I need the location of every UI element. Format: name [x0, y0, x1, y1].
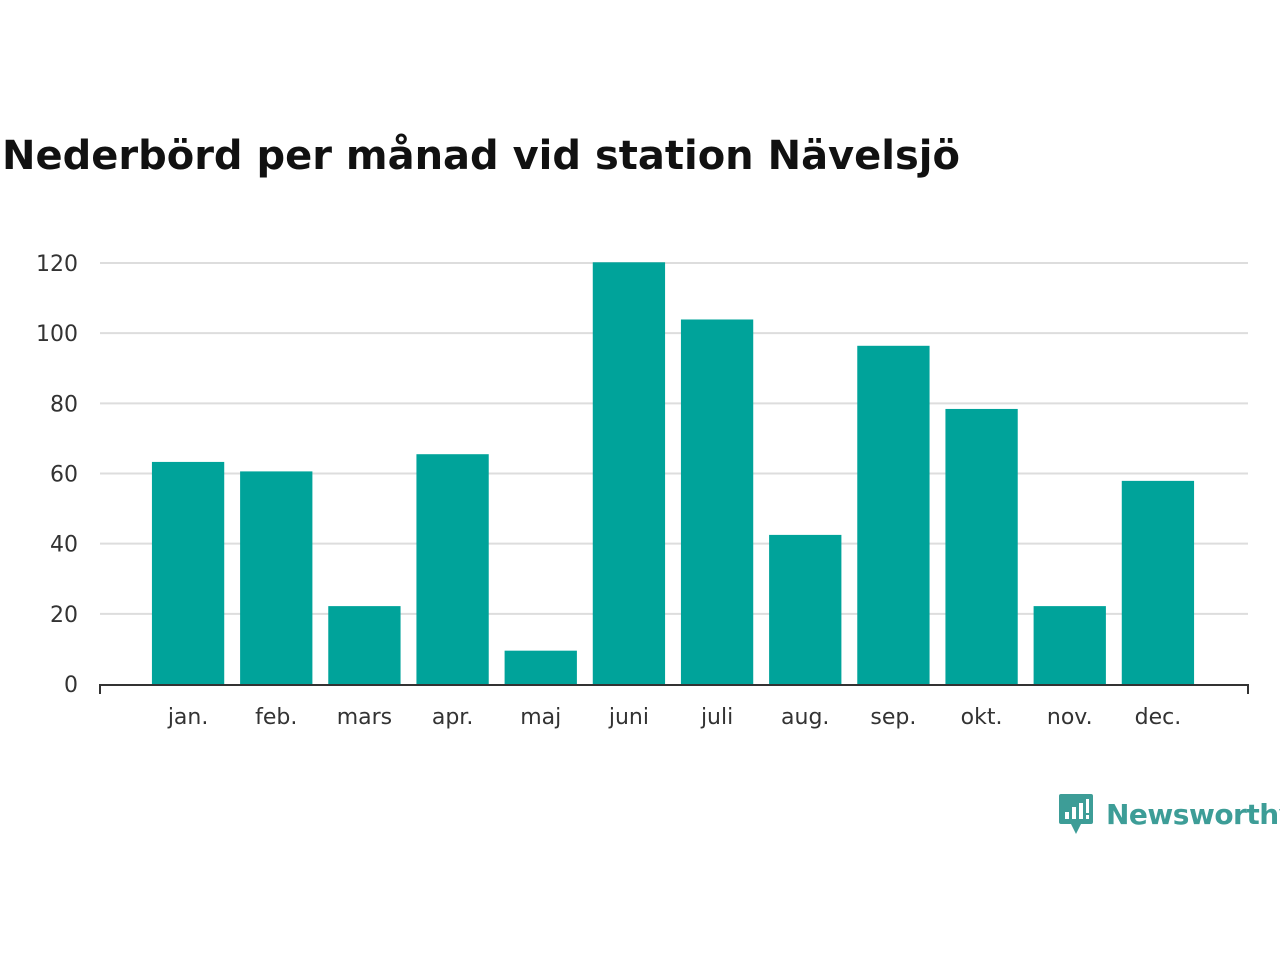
x-tick-labels: jan. feb. mars apr. maj juni juli aug. sep. okt. n… — [167, 705, 1181, 730]
x-tick-label: juli — [700, 705, 733, 730]
bar-sep — [857, 345, 930, 684]
bar-maj — [504, 650, 577, 684]
bars — [151, 262, 1195, 684]
bar-mars — [328, 606, 401, 684]
bar-feb — [240, 471, 313, 684]
bar-juni — [592, 262, 666, 684]
x-tick-label: apr. — [432, 705, 473, 730]
chart-title: Nederbörd per månad vid station Nävelsjö — [2, 133, 960, 179]
bar-aug — [769, 534, 842, 684]
newsworthy-logo-icon — [1059, 794, 1093, 834]
bar-dec — [1121, 480, 1195, 684]
y-tick-label: 100 — [36, 322, 78, 347]
x-tick-label: okt. — [961, 705, 1003, 730]
x-tick-label: feb. — [255, 705, 297, 730]
x-tick-label: jan. — [167, 705, 209, 730]
x-tick-label: mars — [337, 705, 392, 730]
x-tick-label: dec. — [1135, 705, 1182, 730]
bar-nov — [1033, 606, 1106, 684]
bar-okt — [945, 408, 1018, 684]
axes — [99, 684, 1249, 694]
x-tick-label: maj — [520, 705, 561, 730]
brand-name: Newsworthy — [1106, 797, 1280, 831]
y-tick-label: 80 — [50, 392, 78, 417]
bar-jan — [151, 461, 225, 684]
y-tick-label: 60 — [50, 463, 78, 488]
y-tick-label: 40 — [50, 533, 78, 558]
y-tick-labels: 0 20 40 60 80 100 120 — [36, 252, 78, 698]
bar-juli — [680, 319, 754, 684]
y-tick-label: 120 — [36, 252, 78, 277]
x-tick-label: aug. — [781, 705, 829, 730]
x-tick-label: juni — [608, 705, 649, 730]
bar-apr — [416, 454, 489, 684]
x-tick-label: sep. — [870, 705, 916, 730]
x-tick-label: nov. — [1047, 705, 1093, 730]
y-tick-label: 20 — [50, 603, 78, 628]
brand-logo: Newsworthy — [1058, 790, 1280, 838]
y-tick-label: 0 — [64, 673, 78, 698]
